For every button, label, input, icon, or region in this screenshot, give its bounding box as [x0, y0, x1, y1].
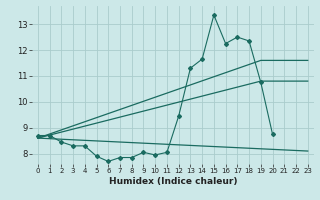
X-axis label: Humidex (Indice chaleur): Humidex (Indice chaleur) — [108, 177, 237, 186]
